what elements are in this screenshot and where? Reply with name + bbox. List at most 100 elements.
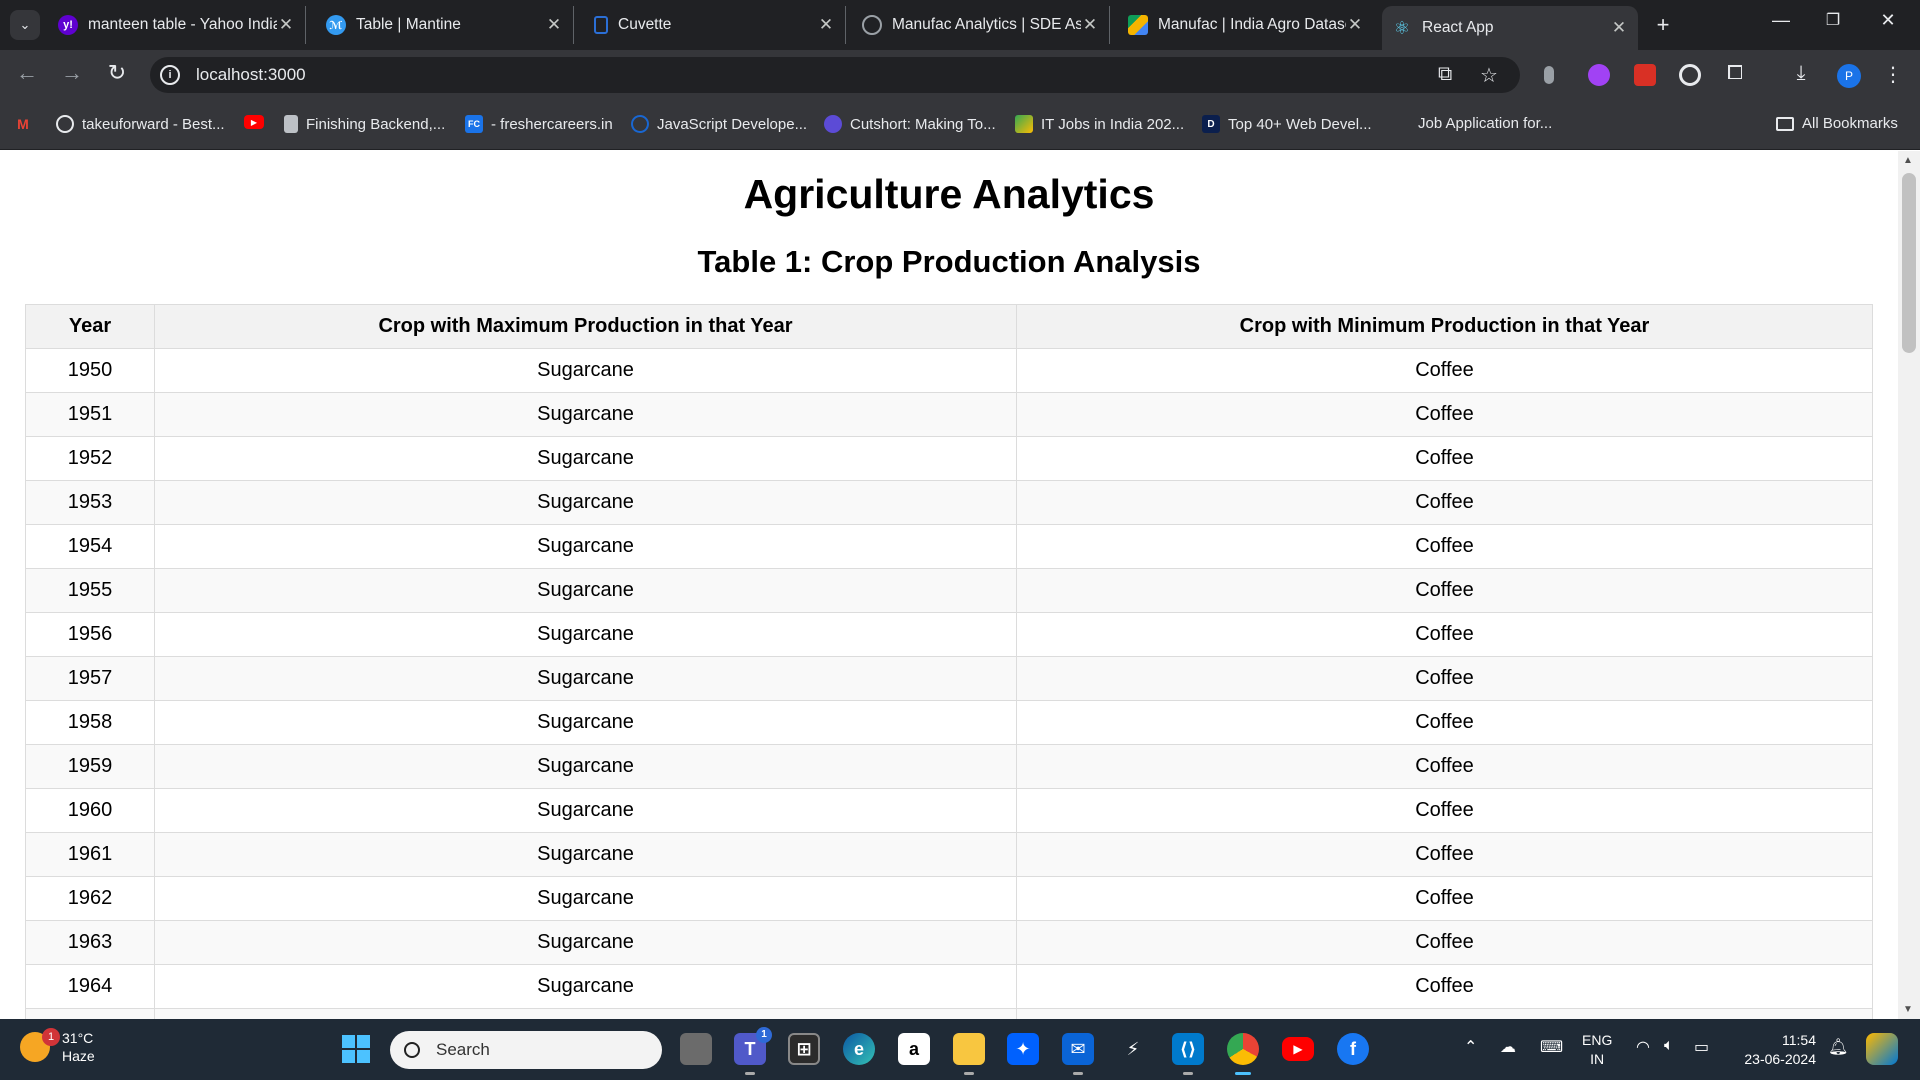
dropbox-icon[interactable]: ✦ [1007,1033,1039,1065]
table-row: 1959 Sugarcane Coffee [25,744,1873,789]
page-title: Agriculture Analytics [743,171,1155,217]
tab-mantine[interactable]: ℳ Table | Mantine ✕ [316,6,574,44]
minimize-button[interactable]: — [1772,10,1790,30]
volume-icon[interactable]: 🔈︎ [1664,1037,1674,1054]
new-tab-button[interactable]: + [1656,12,1670,37]
extension-purple-icon[interactable] [1588,64,1610,86]
close-icon[interactable]: ✕ [546,15,562,34]
mail-icon[interactable]: ✉ [1062,1033,1094,1075]
close-window-button[interactable]: ✕ [1880,10,1896,30]
battery-icon[interactable]: ▭ [1694,1039,1710,1056]
tab-manufac-dataset[interactable]: Manufac | India Agro Dataset ✕ [1118,6,1374,44]
cell-min-crop: Coffee [1016,612,1873,657]
weather-haze-icon: 1 [20,1028,60,1062]
cuvette-icon [594,16,608,34]
cell-max-crop: Sugarcane [154,348,1017,393]
scroll-down-arrow-icon[interactable]: ▼ [1903,1004,1913,1015]
bookmark-job-application[interactable]: Job Application for... [1418,115,1552,132]
cell-min-crop: Coffee [1016,348,1873,393]
back-button[interactable]: ← [16,60,38,85]
close-icon[interactable]: ✕ [1347,15,1363,34]
table-row: 1950 Sugarcane Coffee [25,348,1873,393]
edge-icon[interactable]: e [843,1033,875,1065]
show-hidden-icons-chevron-icon[interactable]: ⌃ [1464,1039,1478,1056]
taskbar-clock[interactable]: 11:54 23-06-2024 [1730,1031,1816,1069]
language-indicator[interactable]: ENG IN [1582,1031,1612,1069]
chrome-icon[interactable] [1227,1033,1259,1075]
bookmark-top-web-dev[interactable]: D Top 40+ Web Devel... [1202,115,1372,133]
vscode-icon[interactable]: ⟨⟩ [1172,1033,1204,1075]
cell-max-crop: Sugarcane [154,656,1017,701]
cell-year: 1953 [25,480,155,525]
address-bar[interactable]: i localhost:3000 ⧉ ☆ [150,57,1520,93]
cell-min-crop: Coffee [1016,524,1873,569]
bookmark-javascript-developer[interactable]: JavaScript Develope... [631,115,807,133]
tab-yahoo[interactable]: y! manteen table - Yahoo India ✕ [48,6,306,44]
extension-red-icon[interactable] [1634,64,1656,86]
bookmark-star-icon[interactable]: ☆ [1480,65,1498,87]
cursor-app-icon[interactable]: ⚡ [1126,1038,1140,1059]
bookmark-cutshort[interactable]: Cutshort: Making To... [824,115,996,133]
facebook-icon[interactable]: f [1337,1033,1369,1065]
scroll-up-arrow-icon[interactable]: ▲ [1903,155,1913,166]
close-icon[interactable]: ✕ [278,15,294,34]
start-button[interactable] [342,1035,370,1063]
cell-year: 1954 [25,524,155,569]
page-scrollbar[interactable]: ▲ ▼ [1898,151,1920,1019]
bookmark-youtube[interactable]: ▶ [244,115,272,129]
bookmark-freshercareers[interactable]: FC - freshercareers.in [465,115,613,133]
taskbar-search-box[interactable]: Search [390,1031,662,1069]
keyboard-icon[interactable]: ⌨ [1540,1039,1564,1056]
extensions-puzzle-icon[interactable]: ⧠ [1727,62,1743,84]
cell-year: 1964 [25,964,155,1009]
file-explorer-icon[interactable] [953,1033,985,1075]
tab-cuvette[interactable]: Cuvette ✕ [584,6,846,44]
wifi-icon[interactable]: ◠ [1636,1039,1650,1056]
weather-widget[interactable]: 1 31°C Haze [20,1028,95,1065]
bookmark-gmail[interactable]: M [14,115,40,133]
page-viewport: Agriculture Analytics Table 1: Crop Prod… [0,151,1920,1019]
notification-bell-icon[interactable]: 🔔︎ [1828,1039,1849,1056]
youtube-app-icon[interactable]: ▶ [1282,1037,1314,1061]
bookmark-label: takeuforward - Best... [82,115,225,133]
cell-year: 1958 [25,700,155,745]
bookmark-finishing-backend[interactable]: Finishing Backend,... [284,115,445,133]
tab-title: React App [1422,19,1494,36]
restore-button[interactable]: ❐ [1825,12,1841,29]
tab-react-app[interactable]: ⚛ React App ✕ [1382,6,1638,50]
all-bookmarks-button[interactable]: All Bookmarks [1776,115,1898,132]
tab-manufac-analytics[interactable]: Manufac Analytics | SDE Assignment ✕ [852,6,1110,44]
teams-icon[interactable]: T 1 [734,1027,772,1075]
tab-title: manteen table - Yahoo India [88,16,277,33]
onedrive-icon[interactable]: ☁ [1500,1039,1516,1056]
table-row: 1954 Sugarcane Coffee [25,524,1873,569]
profile-avatar[interactable]: P [1837,64,1861,88]
microsoft-store-icon[interactable]: ⊞ [788,1033,820,1065]
tab-search-button[interactable]: ⌄ [10,10,40,40]
reload-button[interactable]: ↻ [107,60,127,85]
close-icon[interactable]: ✕ [818,15,834,34]
extension-target-icon[interactable] [1679,64,1701,86]
install-app-icon[interactable]: ⧉ [1438,63,1453,85]
bookmark-takeuforward[interactable]: takeuforward - Best... [56,115,225,133]
google-drive-icon [1128,15,1148,35]
download-icon[interactable]: ⤓ [1796,62,1806,84]
table-row: 1956 Sugarcane Coffee [25,612,1873,657]
extension-icon[interactable] [1544,66,1554,84]
cell-year [25,1008,155,1019]
bookmark-it-jobs[interactable]: IT Jobs in India 202... [1015,115,1184,133]
bookmark-label: - freshercareers.in [491,115,613,133]
copilot-icon[interactable] [1866,1033,1898,1065]
js-icon [631,115,649,133]
cutshort-icon [824,115,842,133]
close-icon[interactable]: ✕ [1082,15,1098,34]
scrollbar-thumb[interactable] [1902,173,1916,353]
menu-dots-icon[interactable]: ⋮ [1883,64,1903,86]
close-icon[interactable]: ✕ [1611,18,1627,37]
site-info-icon[interactable]: i [160,65,180,85]
amazon-icon[interactable]: a [898,1033,930,1065]
task-view-icon[interactable] [680,1033,712,1065]
address-url[interactable]: localhost:3000 [196,65,306,84]
bookmarks-bar: M takeuforward - Best... ▶ Finishing Bac… [0,100,1920,150]
forward-button[interactable]: → [61,60,83,85]
